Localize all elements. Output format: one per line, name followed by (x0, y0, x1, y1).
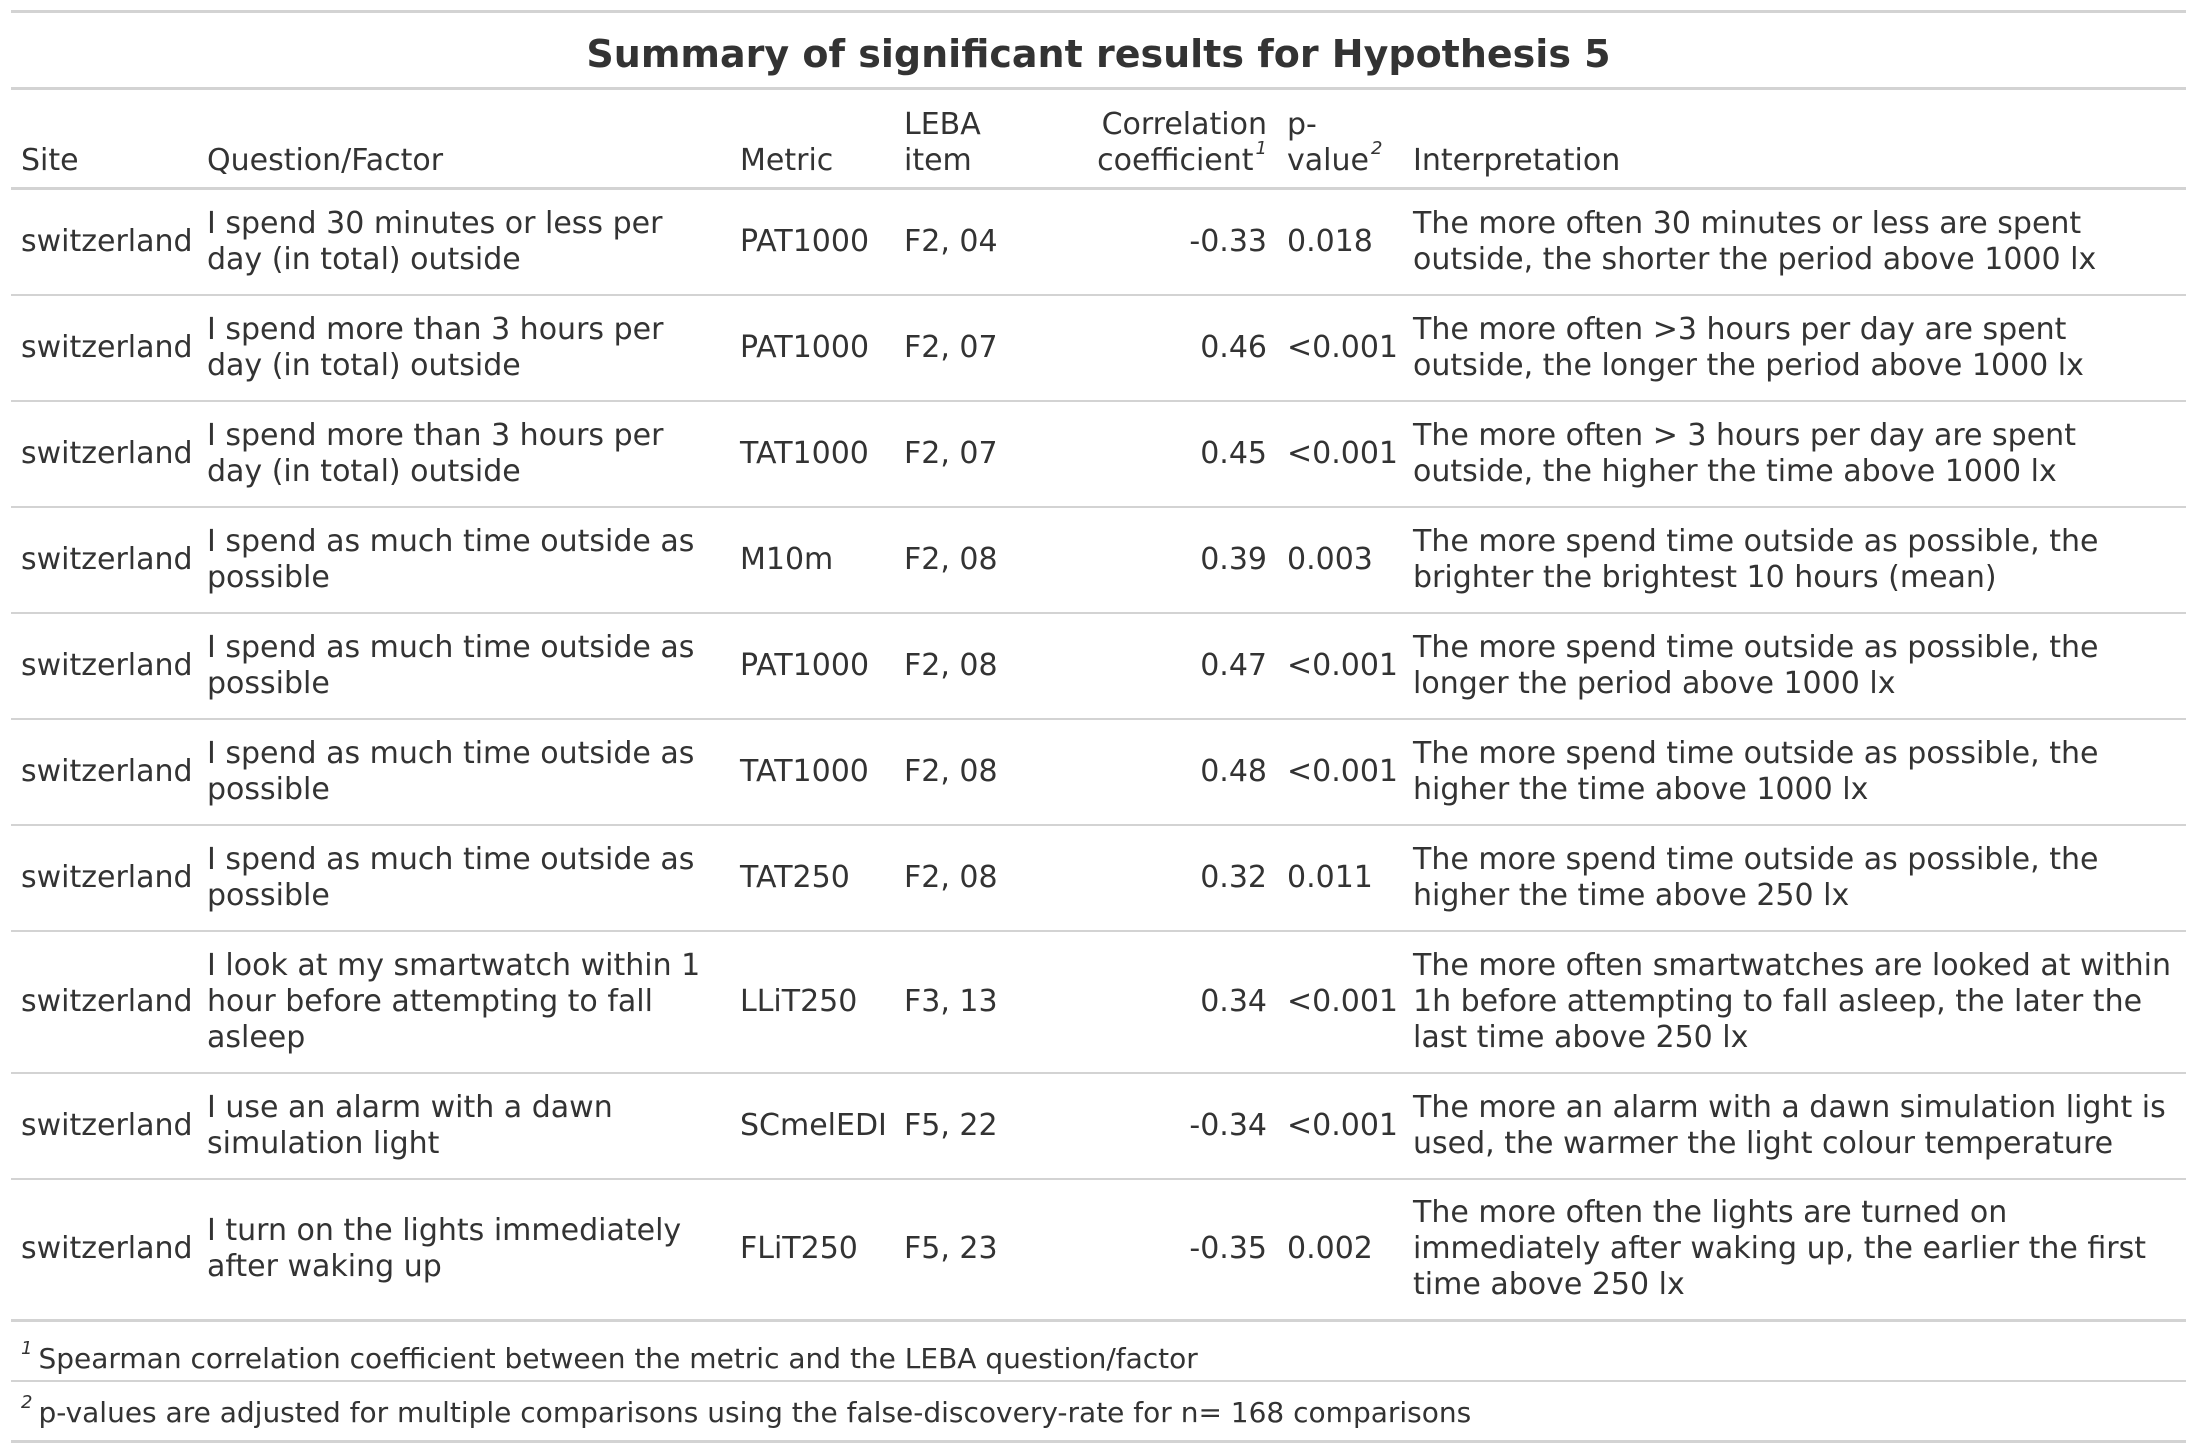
table-row: switzerland I look at my smartwatch withi… (11, 930, 2187, 1074)
cell-correlation-coefficient: 0.46 (1064, 294, 1277, 402)
cell-question-factor: I spend as much time outside as possible (197, 824, 730, 932)
column-header-question-factor: Question/Factor (197, 88, 730, 190)
table-row: switzerland I spend more than 3 hours per… (11, 294, 2187, 402)
cell-p-value: <0.001 (1277, 400, 1403, 508)
cell-metric: LLiT250 (730, 930, 894, 1074)
cell-correlation-coefficient: -0.35 (1064, 1178, 1277, 1322)
cell-interpretation: The more often 30 minutes or less are sp… (1403, 188, 2187, 296)
cell-site: switzerland (11, 188, 197, 296)
cell-question-factor: I turn on the lights immediately after w… (197, 1178, 730, 1322)
table-row: switzerland I spend as much time outside … (11, 506, 2187, 614)
cell-p-value: 0.003 (1277, 506, 1403, 614)
cell-question-factor: I spend as much time outside as possible (197, 612, 730, 720)
footnote-marker: 2 (1370, 138, 1383, 159)
cell-leba-item: F2, 07 (894, 294, 1064, 402)
cell-metric: M10m (730, 506, 894, 614)
cell-correlation-coefficient: 0.45 (1064, 400, 1277, 508)
cell-correlation-coefficient: 0.39 (1064, 506, 1277, 614)
cell-leba-item: F2, 08 (894, 612, 1064, 720)
cell-site: switzerland (11, 718, 197, 826)
cell-metric: PAT1000 (730, 294, 894, 402)
table-row: switzerland I spend as much time outside … (11, 718, 2187, 826)
results-table-container: Summary of significant results for Hypot… (11, 10, 2187, 1443)
cell-interpretation: The more spend time outside as possible,… (1403, 506, 2187, 614)
cell-p-value: 0.011 (1277, 824, 1403, 932)
cell-correlation-coefficient: 0.48 (1064, 718, 1277, 826)
cell-leba-item: F2, 08 (894, 824, 1064, 932)
table-row: switzerland I spend more than 3 hours per… (11, 400, 2187, 508)
cell-question-factor: I spend more than 3 hours per day (in to… (197, 294, 730, 402)
cell-metric: TAT1000 (730, 400, 894, 508)
cell-p-value: <0.001 (1277, 930, 1403, 1074)
column-header-correlation-coefficient: Correlation coefficient 1 (1064, 88, 1277, 190)
cell-interpretation: The more often smartwatches are looked a… (1403, 930, 2187, 1074)
cell-leba-item: F2, 08 (894, 506, 1064, 614)
table-row: switzerland I spend 30 minutes or less pe… (11, 188, 2187, 296)
cell-metric: FLiT250 (730, 1178, 894, 1322)
cell-correlation-coefficient: 0.34 (1064, 930, 1277, 1074)
cell-metric: PAT1000 (730, 612, 894, 720)
cell-interpretation: The more spend time outside as possible,… (1403, 612, 2187, 720)
cell-interpretation: The more often > 3 hours per day are spe… (1403, 400, 2187, 508)
column-header-metric: Metric (730, 88, 894, 190)
column-header-site: Site (11, 88, 197, 190)
table-body: switzerland I spend 30 minutes or less pe… (11, 188, 2187, 1322)
cell-question-factor: I use an alarm with a dawn simulation li… (197, 1072, 730, 1180)
table-footnotes: 1 Spearman correlation coefficient betwee… (11, 1320, 2187, 1443)
cell-p-value: <0.001 (1277, 612, 1403, 720)
results-table: Summary of significant results for Hypot… (11, 10, 2187, 1443)
cell-metric: TAT1000 (730, 718, 894, 826)
cell-interpretation: The more spend time outside as possible,… (1403, 718, 2187, 826)
cell-site: switzerland (11, 824, 197, 932)
footnote-marker: 1 (1255, 138, 1267, 159)
table-row: switzerland I use an alarm with a dawn si… (11, 1072, 2187, 1180)
cell-interpretation: The more often >3 hours per day are spen… (1403, 294, 2187, 402)
cell-leba-item: F2, 04 (894, 188, 1064, 296)
cell-correlation-coefficient: -0.34 (1064, 1072, 1277, 1180)
cell-correlation-coefficient: 0.47 (1064, 612, 1277, 720)
cell-question-factor: I spend as much time outside as possible (197, 718, 730, 826)
footnote-2: 2 p-values are adjusted for multiple comp… (11, 1381, 2187, 1443)
cell-correlation-coefficient: -0.33 (1064, 188, 1277, 296)
cell-site: switzerland (11, 1072, 197, 1180)
cell-metric: TAT250 (730, 824, 894, 932)
table-row: switzerland I turn on the lights immediat… (11, 1178, 2187, 1322)
cell-leba-item: F2, 08 (894, 718, 1064, 826)
cell-p-value: <0.001 (1277, 1072, 1403, 1180)
column-header-p-value: p-value 2 (1277, 88, 1403, 190)
table-row: switzerland I spend as much time outside … (11, 612, 2187, 720)
cell-p-value: 0.002 (1277, 1178, 1403, 1322)
cell-question-factor: I spend more than 3 hours per day (in to… (197, 400, 730, 508)
cell-interpretation: The more often the lights are turned on … (1403, 1178, 2187, 1322)
table-title: Summary of significant results for Hypot… (11, 11, 2187, 90)
cell-interpretation: The more an alarm with a dawn simulation… (1403, 1072, 2187, 1180)
cell-metric: PAT1000 (730, 188, 894, 296)
cell-question-factor: I look at my smartwatch within 1 hour be… (197, 930, 730, 1074)
cell-site: switzerland (11, 930, 197, 1074)
cell-leba-item: F3, 13 (894, 930, 1064, 1074)
cell-question-factor: I spend as much time outside as possible (197, 506, 730, 614)
table-row: switzerland I spend as much time outside … (11, 824, 2187, 932)
cell-metric: SCmelEDI (730, 1072, 894, 1180)
cell-leba-item: F5, 22 (894, 1072, 1064, 1180)
cell-p-value: <0.001 (1277, 718, 1403, 826)
cell-leba-item: F5, 23 (894, 1178, 1064, 1322)
cell-correlation-coefficient: 0.32 (1064, 824, 1277, 932)
cell-leba-item: F2, 07 (894, 400, 1064, 508)
cell-p-value: 0.018 (1277, 188, 1403, 296)
cell-question-factor: I spend 30 minutes or less per day (in t… (197, 188, 730, 296)
header-row: Site Question/Factor Metric LEBA item Co… (11, 88, 2187, 190)
footnote-1: 1 Spearman correlation coefficient betwee… (11, 1320, 2187, 1382)
cell-site: switzerland (11, 506, 197, 614)
cell-p-value: <0.001 (1277, 294, 1403, 402)
cell-site: switzerland (11, 1178, 197, 1322)
cell-interpretation: The more spend time outside as possible,… (1403, 824, 2187, 932)
column-header-interpretation: Interpretation (1403, 88, 2187, 190)
cell-site: switzerland (11, 400, 197, 508)
cell-site: switzerland (11, 294, 197, 402)
cell-site: switzerland (11, 612, 197, 720)
column-header-leba-item: LEBA item (894, 88, 1064, 190)
